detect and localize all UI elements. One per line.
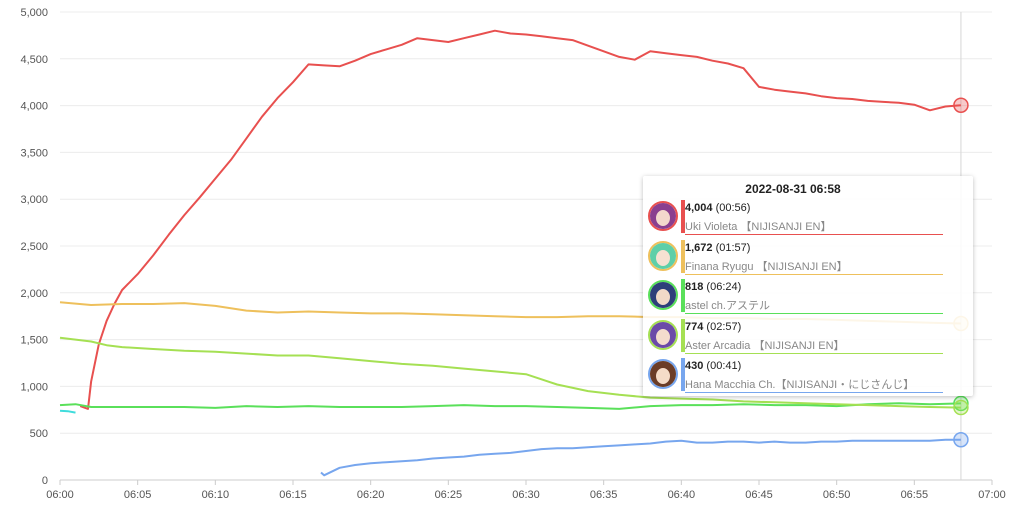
y-tick-label: 3,000	[20, 194, 48, 206]
series-underline	[685, 392, 943, 393]
tooltip-channel-name: Hana Macchia Ch.【NIJISANJI・にじさんじ】	[685, 379, 915, 391]
tooltip-channel-name: astel ch.アステル	[685, 300, 770, 312]
avatar	[648, 319, 678, 350]
avatar	[648, 240, 678, 271]
series-color-strip	[681, 200, 685, 233]
tooltip-value: 818	[685, 281, 704, 293]
series-underline	[685, 352, 943, 354]
x-tick-label: 07:00	[978, 489, 1006, 501]
x-tick-label: 06:00	[46, 489, 74, 501]
tooltip-extra: (02:57)	[706, 320, 742, 333]
x-tick-label: 06:55	[901, 489, 929, 501]
x-tick-label: 06:05	[124, 489, 152, 501]
x-tick-label: 06:40	[668, 489, 696, 501]
grid-lines	[60, 11, 992, 481]
tooltip-entry: 4,004 (00:56) Uki Violeta 【NIJISANJI EN】	[647, 198, 973, 238]
tooltip-entry: 430 (00:41) Hana Macchia Ch.【NIJISANJI・にじ…	[647, 356, 973, 396]
hover-marker-2	[953, 395, 969, 412]
series-line-3	[59, 336, 961, 409]
y-tick-label: 4,500	[20, 54, 48, 66]
y-tick-label: 1,500	[20, 335, 48, 347]
tooltip-extra: (00:56)	[715, 202, 751, 214]
y-tick-label: 5,000	[20, 7, 48, 19]
series-line-2	[59, 402, 961, 410]
tooltip-value-line: 818 (06:24)	[685, 281, 741, 293]
tooltip-title: 2022-08-31 06:58	[745, 182, 841, 196]
tooltip-entry: 1,672 (01:57) Finana Ryugu 【NIJISANJI EN】	[647, 238, 973, 278]
y-tick-label: 1,000	[20, 381, 48, 393]
tooltip-channel-name: Aster Arcadia 【NIJISANJI EN】	[685, 339, 845, 352]
tooltip-value-line: 1,672 (01:57)	[685, 242, 750, 254]
tooltip-entries: 4,004 (00:56) Uki Violeta 【NIJISANJI EN】 1…	[643, 198, 973, 396]
tooltip-value: 430	[685, 360, 704, 372]
y-tick-label: 3,500	[20, 147, 48, 159]
x-tick-label: 06:15	[279, 489, 307, 501]
tooltip-channel-name: Finana Ryugu 【NIJISANJI EN】	[685, 260, 848, 273]
x-tick-label: 06:30	[512, 489, 540, 501]
tooltip-value-line: 430 (00:41)	[685, 360, 741, 372]
x-tick-label: 06:10	[202, 489, 230, 501]
tooltip-channel-name: Uki Violeta 【NIJISANJI EN】	[685, 221, 832, 233]
tooltip-value-line: 774 (02:57)	[685, 321, 741, 333]
avatar	[648, 201, 678, 231]
series-underline	[685, 273, 943, 275]
series-line-0	[79, 29, 961, 410]
hover-marker-4	[953, 432, 969, 448]
series-color-strip	[681, 279, 685, 312]
x-tick-label: 06:50	[823, 489, 851, 501]
series-underline	[685, 313, 943, 314]
avatar	[648, 359, 678, 389]
hover-marker-0	[953, 97, 969, 113]
y-tick-label: 2,500	[20, 241, 48, 253]
series-underline	[685, 234, 943, 235]
series-line-5	[59, 409, 76, 414]
tooltip-value: 774	[685, 320, 704, 333]
x-tick-label: 06:25	[435, 489, 463, 501]
tooltip-value: 4,004	[685, 202, 713, 214]
tooltip-extra: (06:24)	[706, 281, 742, 293]
hover-tooltip: 2022-08-31 06:58 4,004 (00:56) Uki Violet…	[643, 176, 973, 396]
series-color-strip	[681, 358, 685, 391]
hover-marker-3	[953, 399, 969, 416]
series-color-strip	[681, 318, 685, 352]
x-tick-label: 06:20	[357, 489, 385, 501]
y-tick-label: 0	[42, 475, 48, 487]
x-tick-label: 06:35	[590, 489, 618, 501]
y-tick-label: 4,000	[20, 101, 48, 113]
axes: 0 500 1,000 1,500 2,000 2,500 3,000 3,500 4,000 4…	[20, 7, 1005, 501]
series-line-4	[320, 438, 961, 477]
y-tick-label: 500	[30, 428, 48, 440]
series-color-strip	[681, 239, 685, 273]
tooltip-value: 1,672	[685, 241, 713, 254]
tooltip-value-line: 4,004 (00:56)	[685, 202, 750, 214]
y-tick-label: 2,000	[20, 288, 48, 300]
tooltip-extra: (00:41)	[706, 360, 742, 372]
tooltip-extra: (01:57)	[715, 241, 751, 254]
tooltip-entry: 818 (06:24) astel ch.アステル	[647, 277, 973, 317]
x-tick-label: 06:45	[745, 489, 773, 501]
tooltip-entry: 774 (02:57) Aster Arcadia 【NIJISANJI EN】	[647, 317, 973, 357]
avatar	[648, 280, 678, 310]
